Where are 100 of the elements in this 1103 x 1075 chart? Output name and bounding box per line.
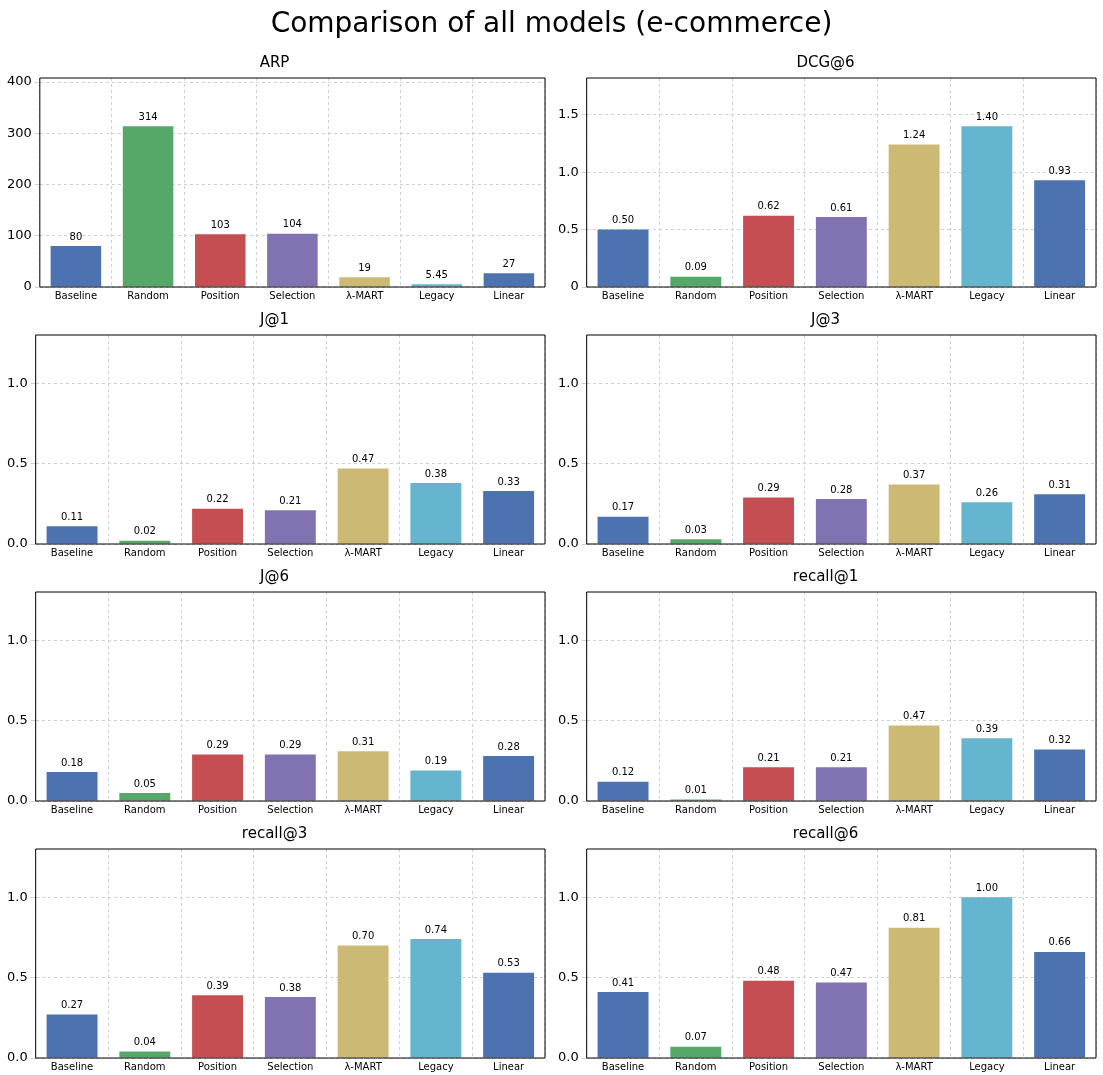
data-label: 0.66 — [1048, 936, 1071, 948]
chart-title: DCG@6 — [796, 52, 855, 71]
chart-title: recall@3 — [241, 823, 308, 842]
y-tick-label: 1.0 — [557, 888, 579, 904]
x-tick-label: Linear — [493, 546, 526, 558]
x-tick-label: λ-MART — [895, 1060, 934, 1072]
data-label: 0.38 — [424, 467, 447, 479]
y-tick-label: 1.5 — [557, 106, 579, 122]
y-tick-label: 0.0 — [557, 1049, 579, 1065]
x-tick-label: Linear — [1044, 1060, 1077, 1072]
x-tick-label: Position — [200, 289, 240, 301]
x-tick-label: λ-MART — [345, 289, 385, 301]
data-label: 0.81 — [902, 912, 926, 924]
y-tick-label: 0.5 — [6, 454, 28, 470]
chart-title: J@1 — [259, 309, 289, 328]
y-tick-label: 1.0 — [557, 631, 579, 647]
data-label: 0.37 — [902, 469, 926, 481]
data-label: 0.05 — [133, 777, 156, 789]
data-label: 0.09 — [684, 261, 707, 273]
y-tick-label: 100 — [6, 227, 32, 243]
data-label: 0.61 — [830, 201, 853, 213]
data-label: 0.22 — [206, 493, 229, 505]
x-tick-label: Random — [124, 1060, 166, 1072]
x-tick-label: Linear — [493, 1060, 526, 1072]
x-tick-label: λ-MART — [344, 803, 383, 815]
x-tick-label: λ-MART — [344, 546, 383, 558]
data-label: 0.47 — [902, 710, 926, 722]
x-tick-label: Position — [198, 1060, 238, 1072]
x-tick-label: Legacy — [969, 1060, 1005, 1072]
x-tick-label: Linear — [1044, 546, 1077, 558]
x-tick-label: Position — [749, 289, 789, 301]
y-tick-label: 1.0 — [557, 163, 579, 179]
data-label: 0.33 — [497, 475, 520, 487]
data-label: 314 — [138, 110, 158, 122]
data-label: 0.29 — [279, 738, 302, 750]
x-tick-label: Selection — [267, 546, 314, 558]
chart-title: recall@1 — [792, 566, 859, 585]
x-tick-label: Random — [124, 803, 166, 815]
x-tick-label: λ-MART — [895, 289, 934, 301]
data-label: 0.70 — [351, 930, 375, 942]
data-label: 0.02 — [133, 525, 156, 537]
x-tick-label: Random — [124, 546, 166, 558]
y-tick-label: 0 — [570, 278, 579, 294]
y-tick-label: 0.5 — [6, 968, 28, 984]
data-label: 0.39 — [975, 722, 998, 734]
data-label: 0.38 — [279, 981, 302, 993]
x-tick-label: Selection — [267, 1060, 314, 1072]
y-tick-label: 0.5 — [557, 968, 579, 984]
text: Comparison of all models (e-commerce) — [269, 5, 834, 41]
data-label: 0.29 — [757, 481, 780, 493]
data-label: 0.47 — [351, 453, 375, 465]
y-tick-label: 400 — [6, 73, 32, 89]
chart-title: J@6 — [259, 566, 289, 585]
data-label: 0.21 — [279, 494, 302, 506]
y-tick-label: 1.0 — [557, 374, 579, 390]
y-tick-label: 200 — [6, 175, 32, 191]
data-label: 0.04 — [133, 1036, 156, 1048]
data-label: 1.24 — [902, 129, 926, 141]
data-label: 0.50 — [611, 214, 635, 226]
x-tick-label: Legacy — [418, 1060, 454, 1072]
y-tick-label: 1.0 — [6, 374, 28, 390]
data-label: 0.53 — [497, 957, 520, 969]
data-label: 0.12 — [611, 766, 635, 778]
chart-title: J@3 — [810, 309, 840, 328]
data-label: 0.39 — [206, 979, 229, 991]
x-tick-label: Linear — [493, 803, 526, 815]
x-tick-label: Random — [675, 546, 717, 558]
x-tick-label: Position — [749, 546, 789, 558]
data-label: 0.11 — [60, 510, 84, 522]
data-label: 0.28 — [830, 483, 853, 495]
chart-title: ARP — [259, 52, 290, 71]
chart-title: recall@6 — [792, 823, 859, 842]
data-label: 0.32 — [1048, 734, 1071, 746]
x-tick-label: Baseline — [601, 1060, 645, 1072]
x-tick-label: Selection — [818, 546, 865, 558]
y-tick-label: 0.5 — [6, 711, 28, 727]
x-tick-label: Baseline — [50, 546, 94, 558]
data-label: 0.62 — [757, 200, 780, 212]
x-tick-label: Baseline — [601, 289, 645, 301]
x-tick-label: Random — [675, 1060, 717, 1072]
data-label: 0.29 — [206, 738, 229, 750]
y-tick-label: 300 — [6, 124, 32, 140]
y-tick-label: 0.0 — [6, 1049, 28, 1065]
data-label: 0.31 — [351, 735, 375, 747]
x-tick-label: Position — [198, 546, 238, 558]
data-label: 104 — [282, 218, 302, 230]
data-label: 0.01 — [684, 783, 707, 795]
data-label: 0.03 — [684, 523, 707, 535]
x-tick-label: Selection — [818, 1060, 865, 1072]
x-tick-label: Baseline — [50, 803, 94, 815]
x-tick-label: Legacy — [969, 546, 1005, 558]
x-tick-label: Position — [749, 803, 789, 815]
x-tick-label: Baseline — [54, 289, 98, 301]
data-label: 1.00 — [975, 881, 998, 893]
x-tick-label: Position — [749, 1060, 789, 1072]
data-label: 1.40 — [975, 110, 998, 122]
x-tick-label: Legacy — [419, 289, 455, 301]
data-label: 0.41 — [611, 976, 635, 988]
data-label: 0.93 — [1048, 164, 1071, 176]
y-tick-label: 0.5 — [557, 454, 579, 470]
